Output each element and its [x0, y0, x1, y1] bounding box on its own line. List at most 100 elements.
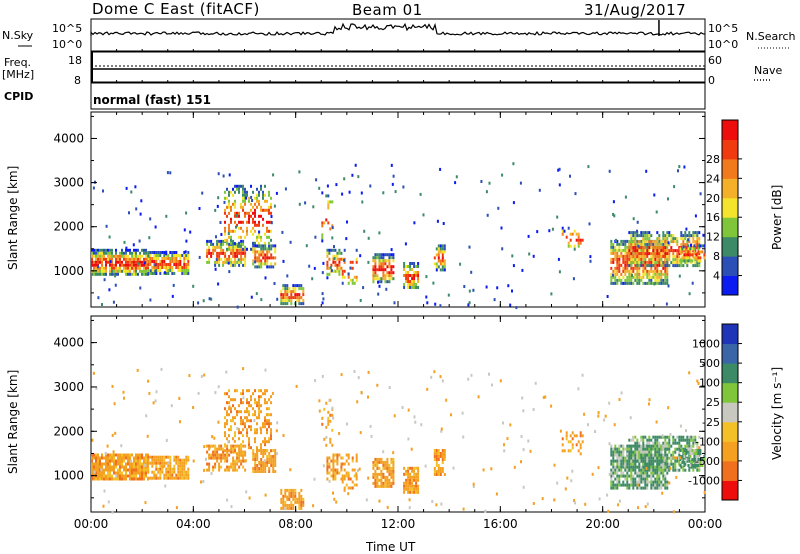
range-cell	[650, 278, 653, 282]
range-cell	[437, 265, 440, 269]
range-cell	[177, 470, 180, 474]
range-cell	[650, 245, 653, 249]
range-cell	[355, 483, 358, 487]
range-cell	[185, 263, 188, 266]
range-cell	[175, 263, 178, 266]
range-cell	[298, 299, 301, 303]
range-cell	[121, 263, 123, 267]
range-cell	[628, 459, 631, 463]
range-cell	[163, 461, 166, 465]
range-cell	[610, 450, 613, 454]
range-cell	[411, 262, 414, 265]
range-cell	[107, 465, 109, 469]
range-cell	[187, 269, 190, 272]
scatter-cell	[263, 459, 266, 463]
range-cell	[248, 410, 250, 414]
range-cell	[620, 444, 623, 448]
range-cell	[646, 234, 649, 238]
range-cell	[242, 242, 245, 246]
scatter-cell	[462, 435, 465, 439]
scatter-cell	[137, 262, 140, 266]
range-cell	[181, 464, 184, 468]
range-cell	[169, 269, 172, 272]
range-cell	[662, 272, 665, 276]
range-cell	[644, 471, 647, 475]
range-cell	[177, 254, 180, 257]
range-cell	[345, 459, 348, 463]
range-cell	[242, 450, 245, 454]
range-cell	[355, 257, 358, 261]
scatter-cell	[435, 503, 438, 507]
range-cell	[280, 488, 283, 492]
range-cell	[266, 419, 268, 423]
range-cell	[376, 457, 379, 461]
range-cell	[334, 260, 337, 264]
range-cell	[268, 407, 270, 411]
range-cell	[662, 234, 665, 238]
range-cell	[646, 480, 649, 484]
scatter-cell	[331, 406, 334, 410]
range-cell	[119, 462, 121, 466]
range-cell	[327, 194, 330, 198]
scatter-cell	[248, 496, 251, 500]
range-cell	[232, 416, 234, 420]
nave-tick-top: 60	[708, 54, 722, 67]
range-cell	[157, 269, 160, 272]
scatter-cell	[272, 173, 275, 177]
range-cell	[636, 269, 639, 273]
range-cell	[248, 440, 250, 444]
range-cell	[159, 476, 162, 480]
range-cell	[392, 478, 395, 482]
range-cell	[282, 503, 285, 507]
range-cell	[636, 281, 639, 285]
range-cell	[179, 269, 182, 272]
range-cell	[614, 254, 617, 258]
range-cell	[644, 272, 647, 276]
range-cell	[561, 437, 564, 441]
range-cell	[212, 468, 215, 472]
range-cell	[652, 261, 655, 265]
range-cell	[689, 464, 692, 467]
range-cell	[159, 464, 162, 468]
scatter-cell	[534, 381, 537, 385]
scatter-cell	[503, 443, 505, 447]
range-cell	[666, 459, 669, 463]
scatter-cell	[425, 295, 428, 299]
range-cell	[376, 253, 379, 257]
range-cell	[411, 268, 414, 271]
range-cell	[258, 407, 260, 411]
range-cell	[228, 205, 230, 209]
range-cell	[274, 244, 277, 248]
range-cell	[169, 266, 172, 269]
range-cell	[258, 253, 261, 257]
range-cell	[224, 226, 226, 230]
range-cell	[656, 477, 659, 481]
range-cell	[240, 235, 242, 239]
scatter-cell	[410, 447, 413, 451]
range-cell	[336, 269, 339, 273]
range-cell	[688, 465, 691, 469]
range-cell	[382, 262, 385, 266]
range-cell	[626, 257, 629, 261]
range-cell	[699, 464, 702, 467]
range-cell	[340, 257, 343, 261]
range-cell	[660, 255, 663, 259]
range-cell	[127, 474, 129, 478]
range-cell	[678, 447, 681, 451]
range-cell	[668, 462, 671, 466]
range-cell	[185, 473, 188, 477]
range-cell	[666, 444, 669, 448]
scatter-cell	[608, 401, 611, 405]
range-cell	[652, 275, 655, 279]
range-cell	[119, 468, 121, 472]
range-cell	[386, 475, 389, 479]
scatter-cell	[315, 178, 318, 182]
range-cell	[256, 449, 259, 452]
range-cell	[264, 193, 266, 197]
range-cell	[234, 205, 236, 209]
range-cell	[622, 266, 625, 270]
range-cell	[101, 251, 103, 255]
range-cell	[119, 263, 121, 267]
range-cell	[264, 253, 267, 257]
range-cell	[268, 265, 271, 269]
